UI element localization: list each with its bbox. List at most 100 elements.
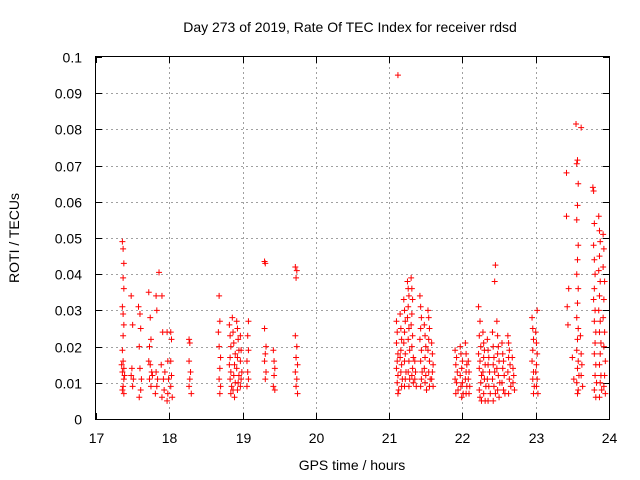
data-point	[217, 383, 224, 390]
data-point	[393, 318, 400, 325]
data-point	[417, 383, 424, 390]
data-point	[596, 292, 603, 299]
y-tick-label: 0.07	[55, 159, 82, 175]
data-point	[233, 318, 240, 325]
data-point	[416, 292, 423, 299]
data-point	[411, 358, 418, 365]
data-point	[405, 368, 412, 375]
data-point	[600, 296, 607, 303]
data-point	[216, 292, 223, 299]
y-tick-label: 0.09	[55, 86, 82, 102]
data-point	[574, 256, 581, 263]
data-point	[591, 256, 598, 263]
data-point	[405, 292, 412, 299]
y-tick-label: 0.04	[55, 267, 82, 283]
data-point	[499, 339, 506, 346]
data-point	[579, 383, 586, 390]
data-point	[293, 376, 300, 383]
data-series-roti	[118, 72, 609, 404]
data-point	[408, 321, 415, 328]
data-point	[229, 314, 236, 321]
data-point	[578, 350, 585, 357]
data-point	[533, 339, 540, 346]
data-point	[499, 365, 506, 372]
data-point	[452, 390, 459, 397]
data-point	[459, 379, 466, 386]
data-point	[597, 318, 604, 325]
data-point	[601, 278, 608, 285]
data-point	[485, 397, 492, 404]
data-point	[402, 318, 409, 325]
data-point	[475, 350, 482, 357]
data-point	[235, 336, 242, 343]
data-point	[293, 383, 300, 390]
data-point	[394, 329, 401, 336]
data-point	[574, 390, 581, 397]
data-point	[452, 347, 459, 354]
x-tick-label: 17	[89, 430, 105, 446]
data-point	[408, 372, 415, 379]
data-point	[161, 368, 168, 375]
data-point	[120, 274, 127, 281]
data-point	[591, 318, 598, 325]
data-point	[136, 311, 143, 318]
data-point	[167, 383, 174, 390]
data-point	[234, 354, 241, 361]
data-point	[577, 332, 584, 339]
data-point	[153, 368, 160, 375]
data-point	[578, 124, 585, 131]
data-point	[429, 368, 436, 375]
data-point	[293, 267, 300, 274]
data-point	[398, 361, 405, 368]
data-point	[227, 354, 234, 361]
data-point	[484, 376, 491, 383]
data-point	[120, 285, 127, 292]
data-point	[600, 343, 607, 350]
data-point	[487, 390, 494, 397]
data-point	[237, 383, 244, 390]
data-point	[494, 332, 501, 339]
data-point	[494, 350, 501, 357]
data-point	[119, 238, 126, 245]
y-axis-label: ROTI / TECUs	[6, 193, 22, 283]
data-point	[394, 358, 401, 365]
data-point	[120, 260, 127, 267]
data-point	[426, 325, 433, 332]
data-point	[595, 307, 602, 314]
data-point	[509, 354, 516, 361]
data-point	[477, 379, 484, 386]
data-point	[428, 339, 435, 346]
data-point	[136, 365, 143, 372]
data-point	[235, 372, 242, 379]
data-point	[405, 336, 412, 343]
data-point	[147, 336, 154, 343]
data-point	[263, 368, 270, 375]
data-point	[404, 278, 411, 285]
data-point	[466, 383, 473, 390]
data-point	[400, 339, 407, 346]
data-point	[216, 365, 223, 372]
data-point	[395, 387, 402, 394]
data-point	[575, 387, 582, 394]
data-point	[158, 292, 165, 299]
data-point	[428, 376, 435, 383]
data-point	[153, 292, 160, 299]
data-point	[418, 347, 425, 354]
data-point	[509, 379, 516, 386]
data-point	[429, 350, 436, 357]
data-point	[129, 383, 136, 390]
data-point	[430, 361, 437, 368]
y-tick-label: 0.03	[55, 303, 82, 319]
data-point	[401, 329, 408, 336]
data-point	[119, 347, 126, 354]
data-point	[167, 358, 174, 365]
data-point	[492, 262, 499, 269]
data-point	[422, 343, 429, 350]
data-point	[597, 379, 604, 386]
data-point	[401, 307, 408, 314]
x-tick-label: 21	[382, 430, 398, 446]
data-point	[215, 329, 222, 336]
data-point	[397, 325, 404, 332]
data-point	[453, 354, 460, 361]
data-point	[573, 160, 580, 167]
